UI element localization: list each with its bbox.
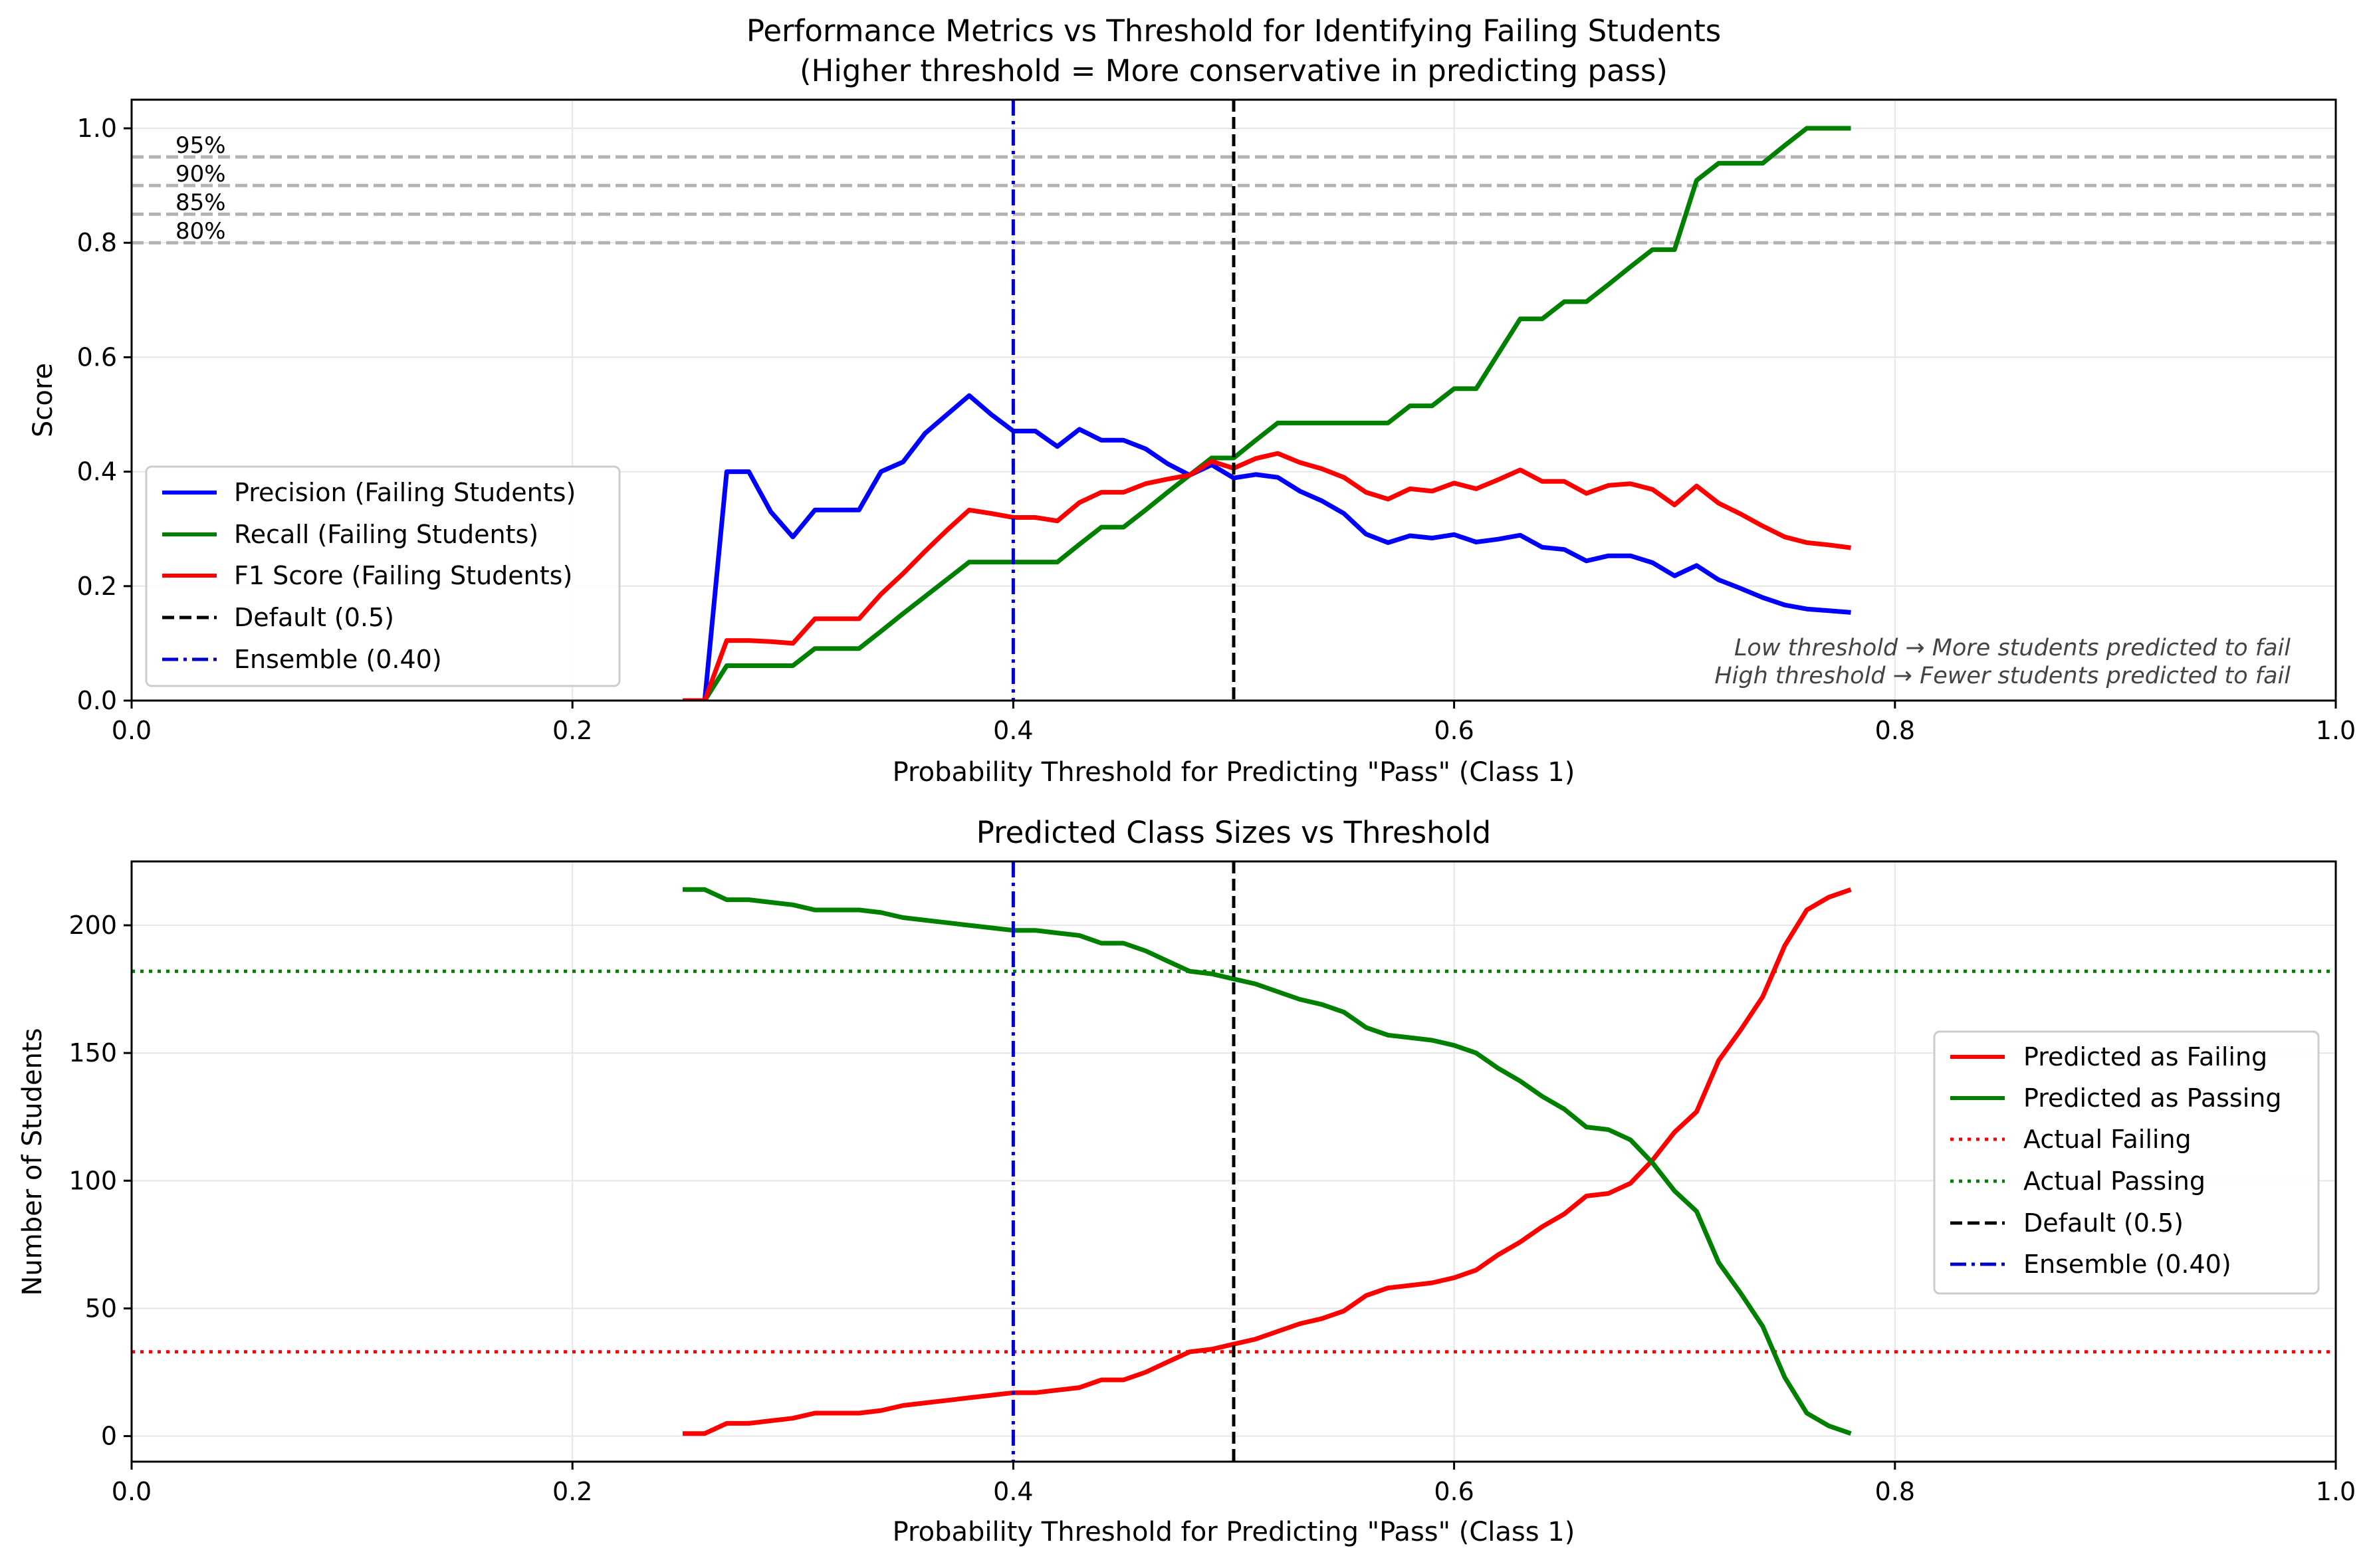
chart1-legend: Precision (Failing Students) Recall (Fai… [145, 465, 621, 687]
y-tick-label: 50 [85, 1293, 117, 1323]
y-tick-label: 200 [68, 911, 117, 940]
chart1-legend-box [145, 465, 621, 687]
x-tick-label: 0.6 [1434, 716, 1474, 745]
chart1-y-ticks: 0.0 0.2 0.4 0.6 0.8 1.0 [77, 114, 132, 715]
x-tick-label: 0.8 [1875, 1477, 1915, 1506]
class-sizes-chart: Predicted Class Sizes vs Threshold 0.0 0.… [17, 815, 2356, 1547]
chart1-title: Performance Metrics vs Threshold for Ide… [746, 13, 1721, 49]
chart1-threshold-lines [1011, 100, 1236, 701]
y-tick-label: 150 [68, 1038, 117, 1067]
chart2-threshold-lines [1011, 861, 1236, 1462]
chart1-plot-frame [130, 98, 2337, 702]
chart1-subtitle: (Higher threshold = More conservative in… [800, 53, 1668, 88]
series-line [683, 393, 1851, 701]
x-tick-label: 0.2 [552, 1477, 592, 1506]
reference-line-label: 85% [175, 189, 226, 216]
chart2-series [683, 887, 1852, 1436]
y-tick-label: 1.0 [77, 114, 117, 143]
y-tick-label: 0 [101, 1422, 117, 1451]
series-line [683, 451, 1851, 701]
chart2-title: Predicted Class Sizes vs Threshold [976, 815, 1492, 850]
chart2-y-axis-label: Number of Students [17, 1028, 48, 1296]
chart2-plot-frame [130, 860, 2337, 1463]
chart2-legend-box [1933, 1030, 2320, 1295]
chart1-y-axis-label: Score [28, 363, 58, 437]
reference-line-label: 90% [175, 161, 226, 187]
chart1-x-axis-label: Probability Threshold for Predicting "Pa… [893, 757, 1575, 788]
chart2-legend: Predicted as Failing Predicted as Passin… [1933, 1030, 2320, 1295]
x-tick-label: 1.0 [2316, 716, 2356, 745]
y-tick-label: 0.8 [77, 228, 117, 257]
legend-label-pred-failing: Predicted as Failing [2023, 1042, 2267, 1071]
performance-metrics-chart: Performance Metrics vs Threshold for Ide… [28, 13, 2356, 788]
reference-line-label: 80% [175, 218, 226, 245]
x-tick-label: 0.4 [993, 1477, 1033, 1506]
reference-line-label: 95% [175, 132, 226, 159]
y-tick-label: 0.6 [77, 342, 117, 372]
chart2-x-ticks: 0.0 0.2 0.4 0.6 0.8 1.0 [112, 1462, 2356, 1506]
chart1-x-ticks: 0.0 0.2 0.4 0.6 0.8 1.0 [112, 701, 2356, 745]
series-line [683, 887, 1852, 1436]
chart1-annotation-low: Low threshold → More students predicted … [1734, 635, 2291, 661]
legend-label-pred-passing: Predicted as Passing [2023, 1083, 2281, 1113]
legend-label-ensemble: Ensemble (0.40) [234, 645, 442, 674]
legend-label-ensemble-2: Ensemble (0.40) [2023, 1250, 2231, 1279]
x-tick-label: 0.2 [552, 716, 592, 745]
chart1-series [683, 126, 1851, 701]
y-tick-label: 0.0 [77, 686, 117, 715]
legend-label-precision: Precision (Failing Students) [234, 478, 576, 507]
x-tick-label: 0.4 [993, 716, 1033, 745]
y-tick-label: 100 [68, 1166, 117, 1195]
series-line [683, 887, 1852, 1436]
legend-label-default: Default (0.5) [234, 603, 394, 632]
y-tick-label: 0.2 [77, 572, 117, 601]
legend-label-actual-passing: Actual Passing [2023, 1167, 2205, 1196]
legend-label-default-2: Default (0.5) [2023, 1208, 2184, 1238]
chart1-reference-lines: 95%90%85%80% [132, 132, 2336, 245]
y-tick-label: 0.4 [77, 457, 117, 487]
x-tick-label: 0.8 [1875, 716, 1915, 745]
chart2-y-ticks: 0 50 100 150 200 [68, 911, 132, 1451]
x-tick-label: 1.0 [2316, 1477, 2356, 1506]
chart2-x-axis-label: Probability Threshold for Predicting "Pa… [893, 1517, 1575, 1547]
legend-label-actual-failing: Actual Failing [2023, 1125, 2192, 1154]
legend-label-recall: Recall (Failing Students) [234, 520, 538, 549]
x-tick-label: 0.0 [112, 1477, 152, 1506]
x-tick-label: 0.6 [1434, 1477, 1474, 1506]
chart1-annotation-high: High threshold → Fewer students predicte… [1714, 663, 2291, 689]
series-line [683, 126, 1851, 701]
x-tick-label: 0.0 [112, 716, 152, 745]
legend-label-f1: F1 Score (Failing Students) [234, 561, 572, 590]
